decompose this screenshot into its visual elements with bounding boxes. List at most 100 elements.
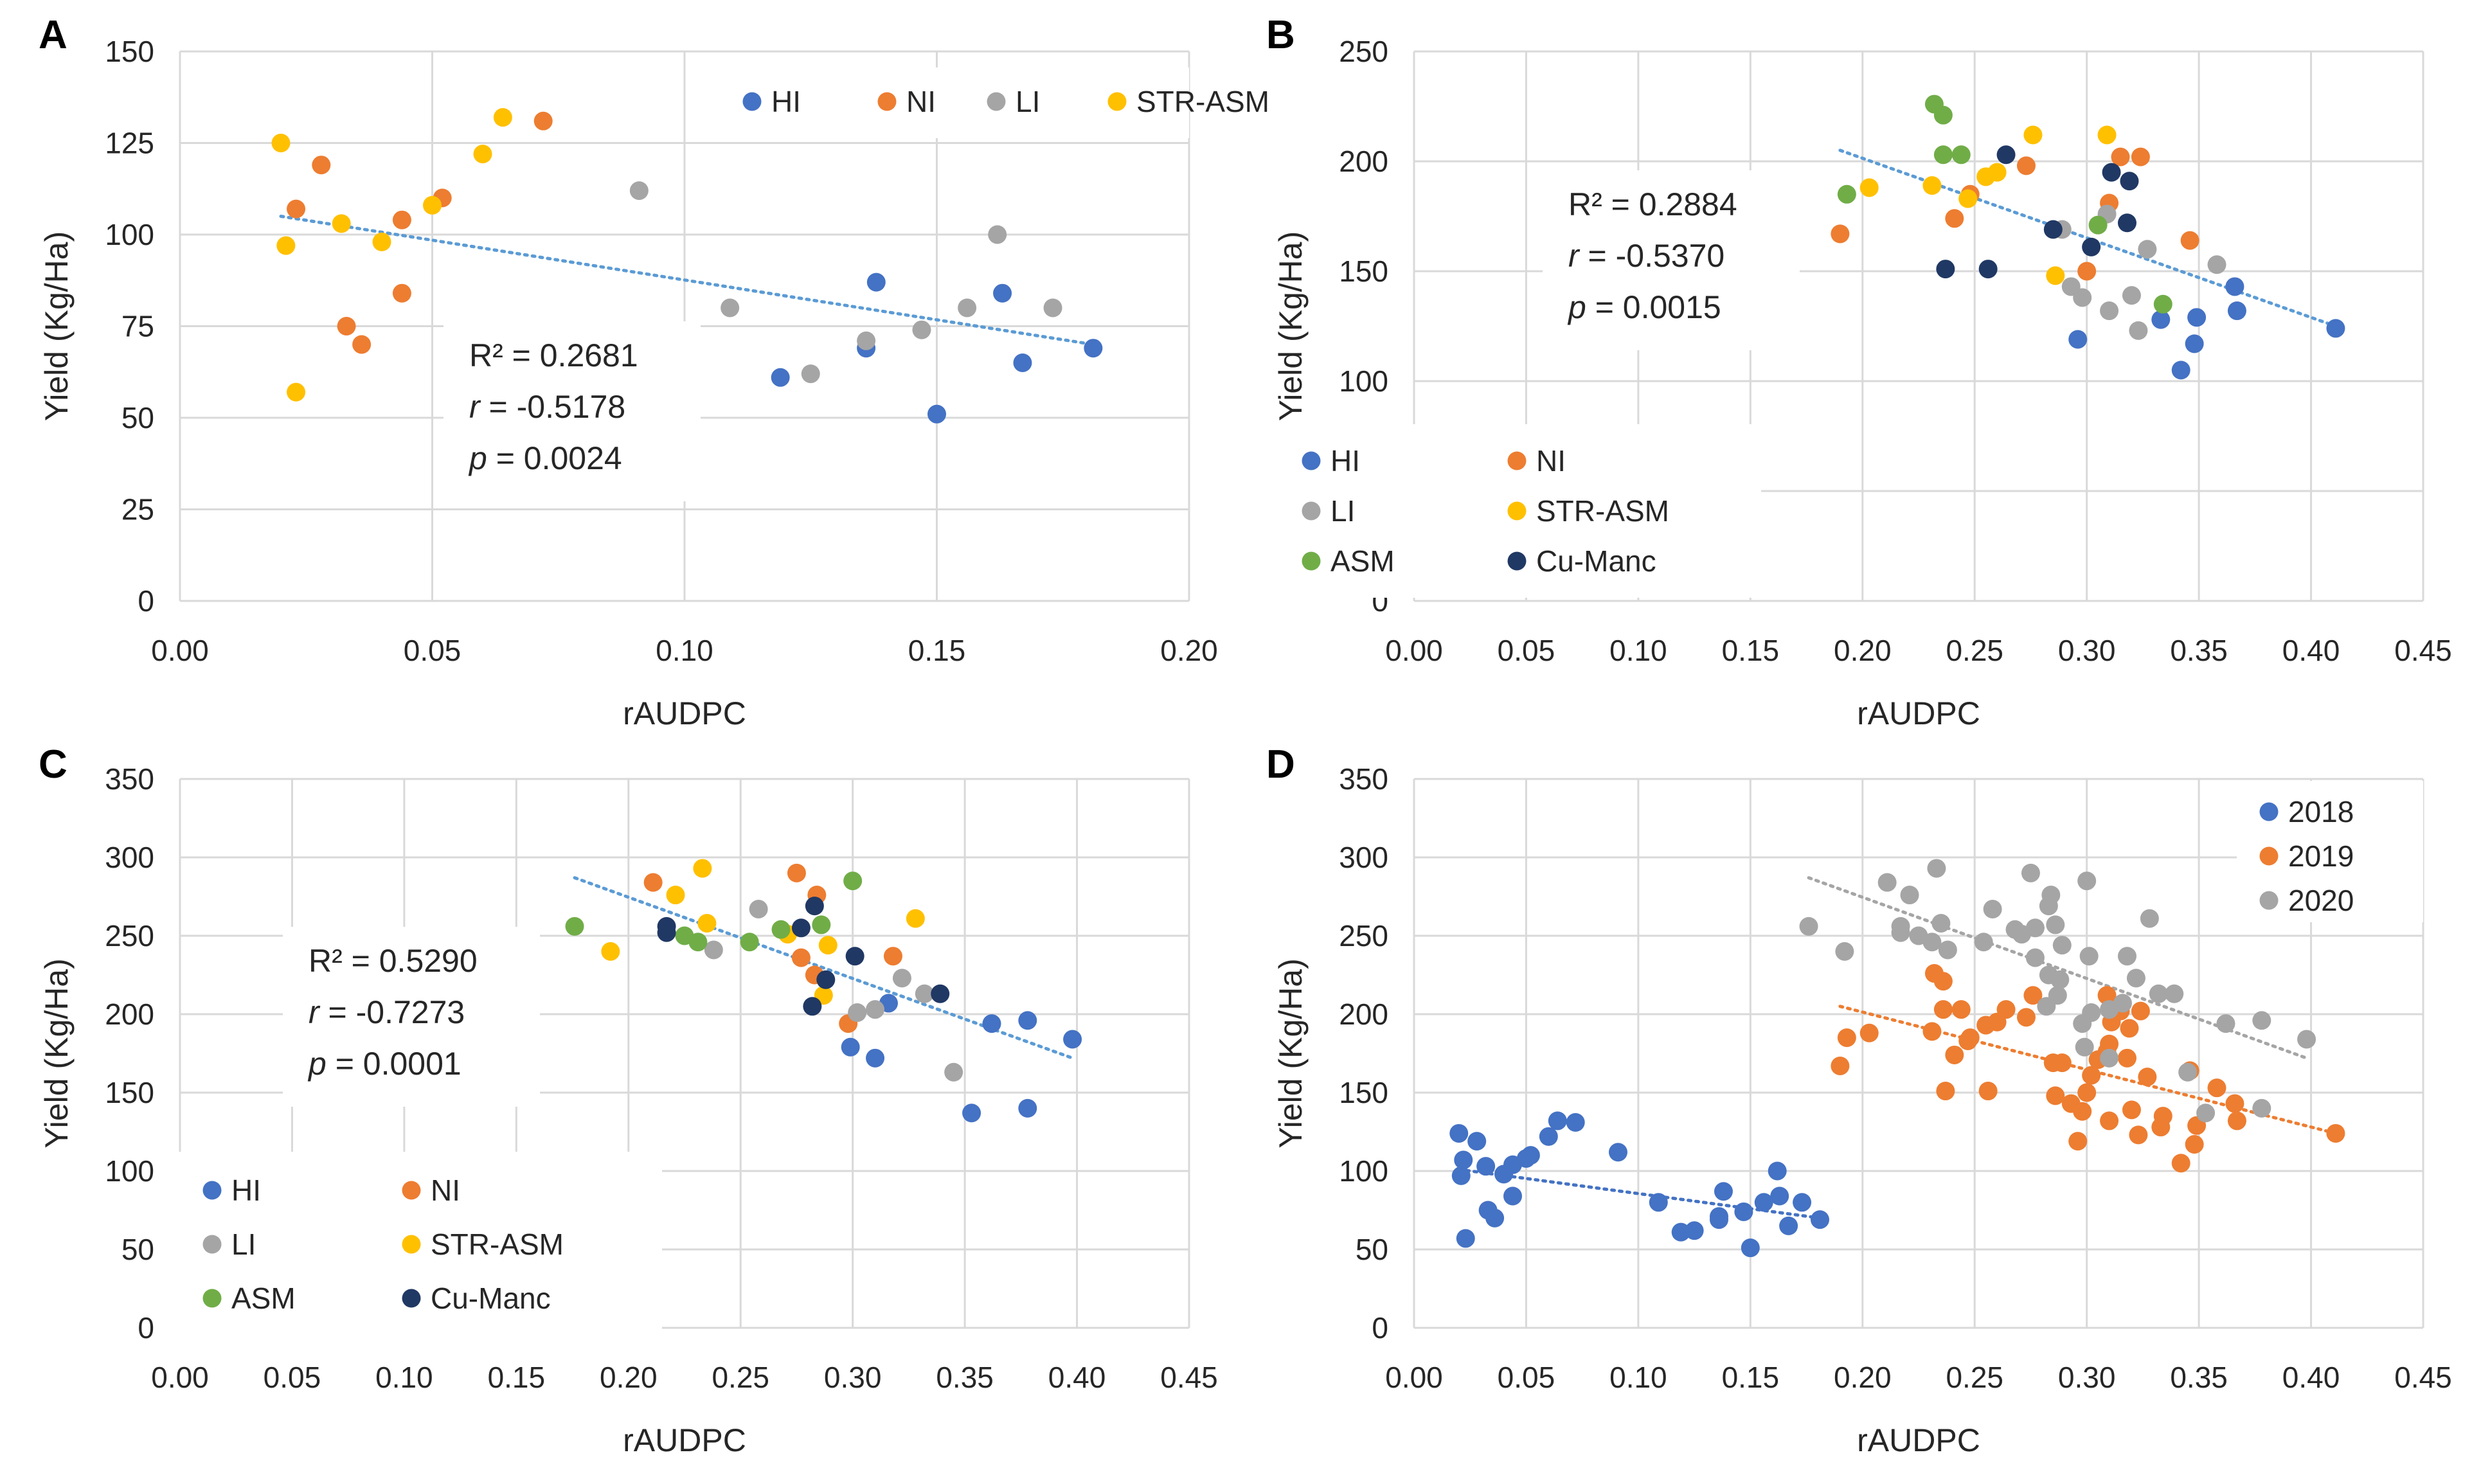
y-tick-label: 300 bbox=[105, 841, 154, 874]
data-point bbox=[857, 331, 876, 350]
data-point bbox=[771, 368, 790, 387]
data-point bbox=[2079, 947, 2099, 966]
data-point bbox=[2131, 147, 2150, 166]
legend-marker bbox=[1507, 551, 1527, 571]
data-point bbox=[1891, 916, 1910, 936]
x-axis-ticks: 0.00 0.05 0.10 0.15 0.20 0.25 0.30 0.35 0.40 0.45 bbox=[151, 1361, 1218, 1394]
data-point bbox=[801, 364, 820, 384]
data-point bbox=[883, 947, 902, 966]
x-tick-label: 0.20 bbox=[1834, 1361, 1892, 1394]
legend-marker bbox=[202, 1235, 222, 1254]
y-axis-ticks: 0 50 100 150 200 250 300 350 bbox=[105, 762, 154, 1345]
legend-marker bbox=[402, 1181, 421, 1200]
data-point bbox=[2041, 886, 2061, 905]
data-point bbox=[866, 273, 886, 292]
y-axis-ticks: 0 25 50 75 100 125 150 bbox=[105, 35, 154, 618]
data-point bbox=[2088, 215, 2108, 235]
data-point bbox=[2021, 863, 2040, 882]
data-point bbox=[337, 317, 356, 335]
y-tick-label: 350 bbox=[105, 762, 154, 796]
data-point bbox=[892, 969, 911, 988]
data-point bbox=[812, 915, 831, 934]
data-point bbox=[2113, 994, 2132, 1013]
y-tick-label: 150 bbox=[1339, 255, 1388, 288]
data-point bbox=[2131, 1001, 2150, 1021]
data-point bbox=[2097, 125, 2117, 145]
legend-item-ni: NI bbox=[877, 85, 936, 118]
trendline-1 bbox=[1838, 148, 2338, 328]
x-tick-label: 0.35 bbox=[936, 1361, 994, 1394]
data-point bbox=[2097, 986, 2117, 1005]
data-point bbox=[1467, 1132, 1487, 1151]
data-point bbox=[423, 195, 442, 215]
legend-item-hi: HI bbox=[742, 85, 801, 118]
data-point bbox=[2068, 1132, 2088, 1151]
chart-panel-d: 0 50 100 150 200 250 300 350 0.00 0.05 0.10 0.15 0.2… bbox=[1266, 742, 2452, 1458]
x-tick-label: 0.10 bbox=[1609, 1361, 1667, 1394]
legend-marker bbox=[1302, 551, 1321, 571]
data-point bbox=[2187, 308, 2207, 327]
x-tick-label: 0.00 bbox=[1385, 634, 1443, 667]
legend: 2018 2019 2020 bbox=[2237, 781, 2423, 922]
data-point bbox=[601, 942, 620, 961]
y-tick-label: 250 bbox=[1339, 919, 1388, 952]
data-point bbox=[1063, 1030, 1082, 1049]
data-point bbox=[2216, 1014, 2235, 1033]
data-point bbox=[1974, 933, 1993, 952]
series-cu-manc bbox=[657, 897, 950, 1016]
y-tick-label: 0 bbox=[138, 1311, 154, 1345]
data-point bbox=[1685, 1221, 1704, 1240]
series-asm bbox=[1837, 94, 2172, 314]
y-tick-label: 150 bbox=[105, 1076, 154, 1109]
legend-label: HI bbox=[771, 85, 801, 118]
data-point bbox=[1933, 972, 1953, 991]
data-point bbox=[2120, 172, 2139, 191]
data-point bbox=[848, 1003, 867, 1023]
x-axis-title: rAUDPC bbox=[1857, 695, 1980, 731]
data-point bbox=[657, 916, 676, 936]
legend-item-str-asm: STR-ASM bbox=[402, 1228, 564, 1261]
data-point bbox=[1608, 1143, 1627, 1162]
y-tick-label: 0 bbox=[138, 584, 154, 618]
data-point bbox=[2100, 1111, 2119, 1131]
data-point bbox=[2082, 1066, 2101, 1085]
x-tick-label: 0.15 bbox=[1722, 634, 1780, 667]
x-tick-label: 0.10 bbox=[656, 634, 713, 667]
legend-label: 2020 bbox=[2288, 884, 2354, 917]
data-point bbox=[1451, 1166, 1471, 1185]
data-point bbox=[866, 1000, 885, 1019]
data-point bbox=[629, 181, 649, 201]
data-point bbox=[740, 933, 759, 952]
data-point bbox=[2052, 936, 2072, 955]
series-2018 bbox=[1449, 1111, 1829, 1258]
y-tick-label: 250 bbox=[105, 919, 154, 952]
data-point bbox=[931, 984, 950, 1003]
regression-stats: R² = 0.5290 r = -0.7273 p = 0.0001 bbox=[283, 927, 540, 1107]
x-tick-label: 0.40 bbox=[2282, 634, 2340, 667]
data-point bbox=[2046, 1086, 2065, 1105]
x-tick-label: 0.35 bbox=[2170, 1361, 2228, 1394]
correlation-r-value: r = -0.5370 bbox=[1568, 238, 1724, 274]
data-point bbox=[2138, 240, 2157, 259]
x-tick-label: 0.10 bbox=[1609, 634, 1667, 667]
legend-marker bbox=[202, 1181, 222, 1200]
r-symbol: r bbox=[1568, 238, 1581, 274]
data-point bbox=[2171, 361, 2190, 380]
data-point bbox=[2117, 1048, 2136, 1068]
x-tick-label: 0.15 bbox=[1722, 1361, 1780, 1394]
series-asm bbox=[565, 872, 863, 952]
p-value: p = 0.0001 bbox=[307, 1046, 461, 1082]
legend-marker bbox=[742, 92, 762, 111]
x-axis-title: rAUDPC bbox=[623, 1422, 746, 1458]
data-point bbox=[1018, 1098, 1037, 1118]
data-point bbox=[2252, 1011, 2271, 1030]
data-point bbox=[2185, 1135, 2204, 1154]
data-point bbox=[2050, 970, 2070, 989]
r-number: = -0.5370 bbox=[1579, 238, 1725, 274]
data-point bbox=[372, 232, 391, 251]
data-point bbox=[392, 283, 411, 303]
series-cu-manc bbox=[1936, 145, 2139, 279]
legend-item-li: LI bbox=[1302, 494, 1355, 528]
y-tick-label: 100 bbox=[105, 218, 154, 251]
data-point bbox=[845, 947, 864, 966]
